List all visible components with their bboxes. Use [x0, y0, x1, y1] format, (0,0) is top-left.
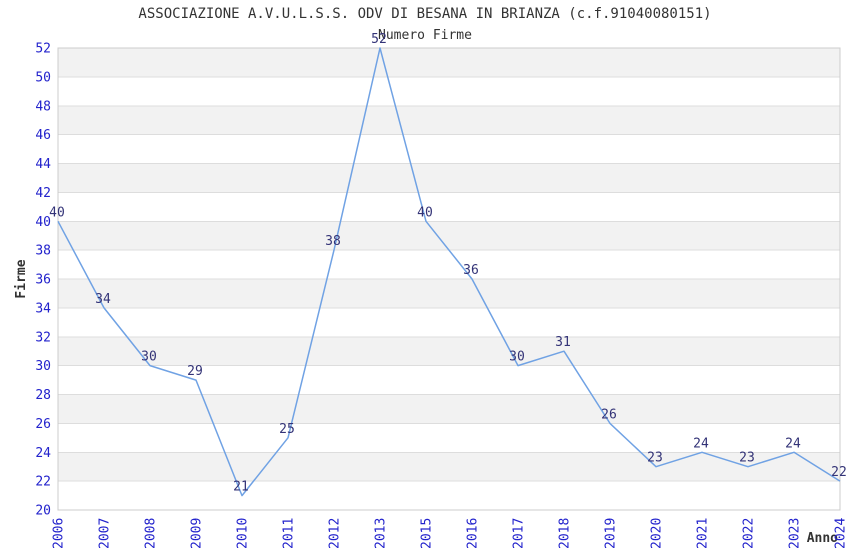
data-point-label: 25 [279, 422, 295, 437]
y-tick-label: 50 [35, 70, 51, 85]
y-tick-label: 52 [35, 42, 51, 57]
plot-band [58, 394, 840, 424]
y-tick-label: 32 [35, 330, 51, 345]
chart-subtitle: Numero Firme [378, 28, 472, 43]
data-point-label: 36 [463, 263, 479, 278]
data-point-label: 40 [417, 205, 433, 220]
y-tick-label: 22 [35, 475, 51, 490]
y-tick-label: 34 [35, 301, 51, 316]
x-tick-label: 2012 [328, 518, 343, 549]
y-tick-label: 38 [35, 244, 51, 259]
x-tick-label: 2018 [558, 518, 573, 549]
x-tick-label: 2007 [98, 518, 113, 549]
data-point-label: 24 [693, 436, 709, 451]
series-line [57, 47, 841, 497]
y-tick-label: 48 [35, 99, 51, 114]
data-point-label: 26 [601, 407, 617, 422]
x-tick-label: 2008 [144, 518, 159, 549]
plot-band [58, 336, 840, 366]
y-tick-label: 30 [35, 359, 51, 374]
data-point-label: 40 [49, 205, 65, 220]
x-tick-label: 2023 [788, 518, 803, 549]
data-point-label: 22 [831, 465, 847, 480]
plot-band [58, 452, 840, 482]
chart-title: ASSOCIAZIONE A.V.U.L.S.S. ODV DI BESANA … [138, 6, 712, 22]
y-tick-label: 44 [35, 157, 51, 172]
data-point-label: 23 [647, 451, 663, 466]
data-point-label: 38 [325, 234, 341, 249]
x-tick-label: 2011 [282, 518, 297, 549]
data-point-label: 29 [187, 364, 203, 379]
data-point-label: 52 [371, 32, 387, 47]
x-tick-label: 2009 [190, 518, 205, 549]
data-point-label: 30 [141, 350, 157, 365]
plot-band [58, 279, 840, 308]
x-tick-label: 2022 [742, 518, 757, 549]
y-tick-label: 36 [35, 273, 51, 288]
x-tick-label: 2017 [512, 518, 527, 549]
y-tick-label: 46 [35, 128, 51, 143]
plot-band [58, 105, 840, 135]
y-tick-label: 40 [35, 215, 51, 230]
data-point-label: 34 [95, 292, 111, 307]
x-axis-title: Anno [806, 531, 838, 546]
x-tick-label: 2020 [650, 518, 665, 549]
y-tick-label: 24 [35, 446, 51, 461]
y-tick-label: 20 [35, 504, 51, 519]
data-point-label: 31 [555, 335, 571, 350]
x-tick-label: 2006 [52, 518, 67, 549]
x-tick-label: 2013 [374, 518, 389, 549]
plot-band [58, 221, 840, 251]
plot-border [57, 47, 841, 511]
x-tick-label: 2021 [696, 518, 711, 549]
data-point-label: 24 [785, 436, 801, 451]
plot-band [58, 48, 840, 77]
y-tick-label: 26 [35, 417, 51, 432]
y-tick-label: 28 [35, 388, 51, 403]
y-tick-label: 42 [35, 186, 51, 201]
data-point-label: 23 [739, 451, 755, 466]
x-tick-label: 2015 [420, 518, 435, 549]
data-point-label: 30 [509, 350, 525, 365]
x-tick-label: 2024 [834, 518, 849, 549]
plot-band [58, 163, 840, 193]
x-tick-label: 2019 [604, 518, 619, 549]
x-tick-label: 2010 [236, 518, 251, 549]
x-tick-label: 2016 [466, 518, 481, 549]
data-point-label: 21 [233, 480, 249, 495]
